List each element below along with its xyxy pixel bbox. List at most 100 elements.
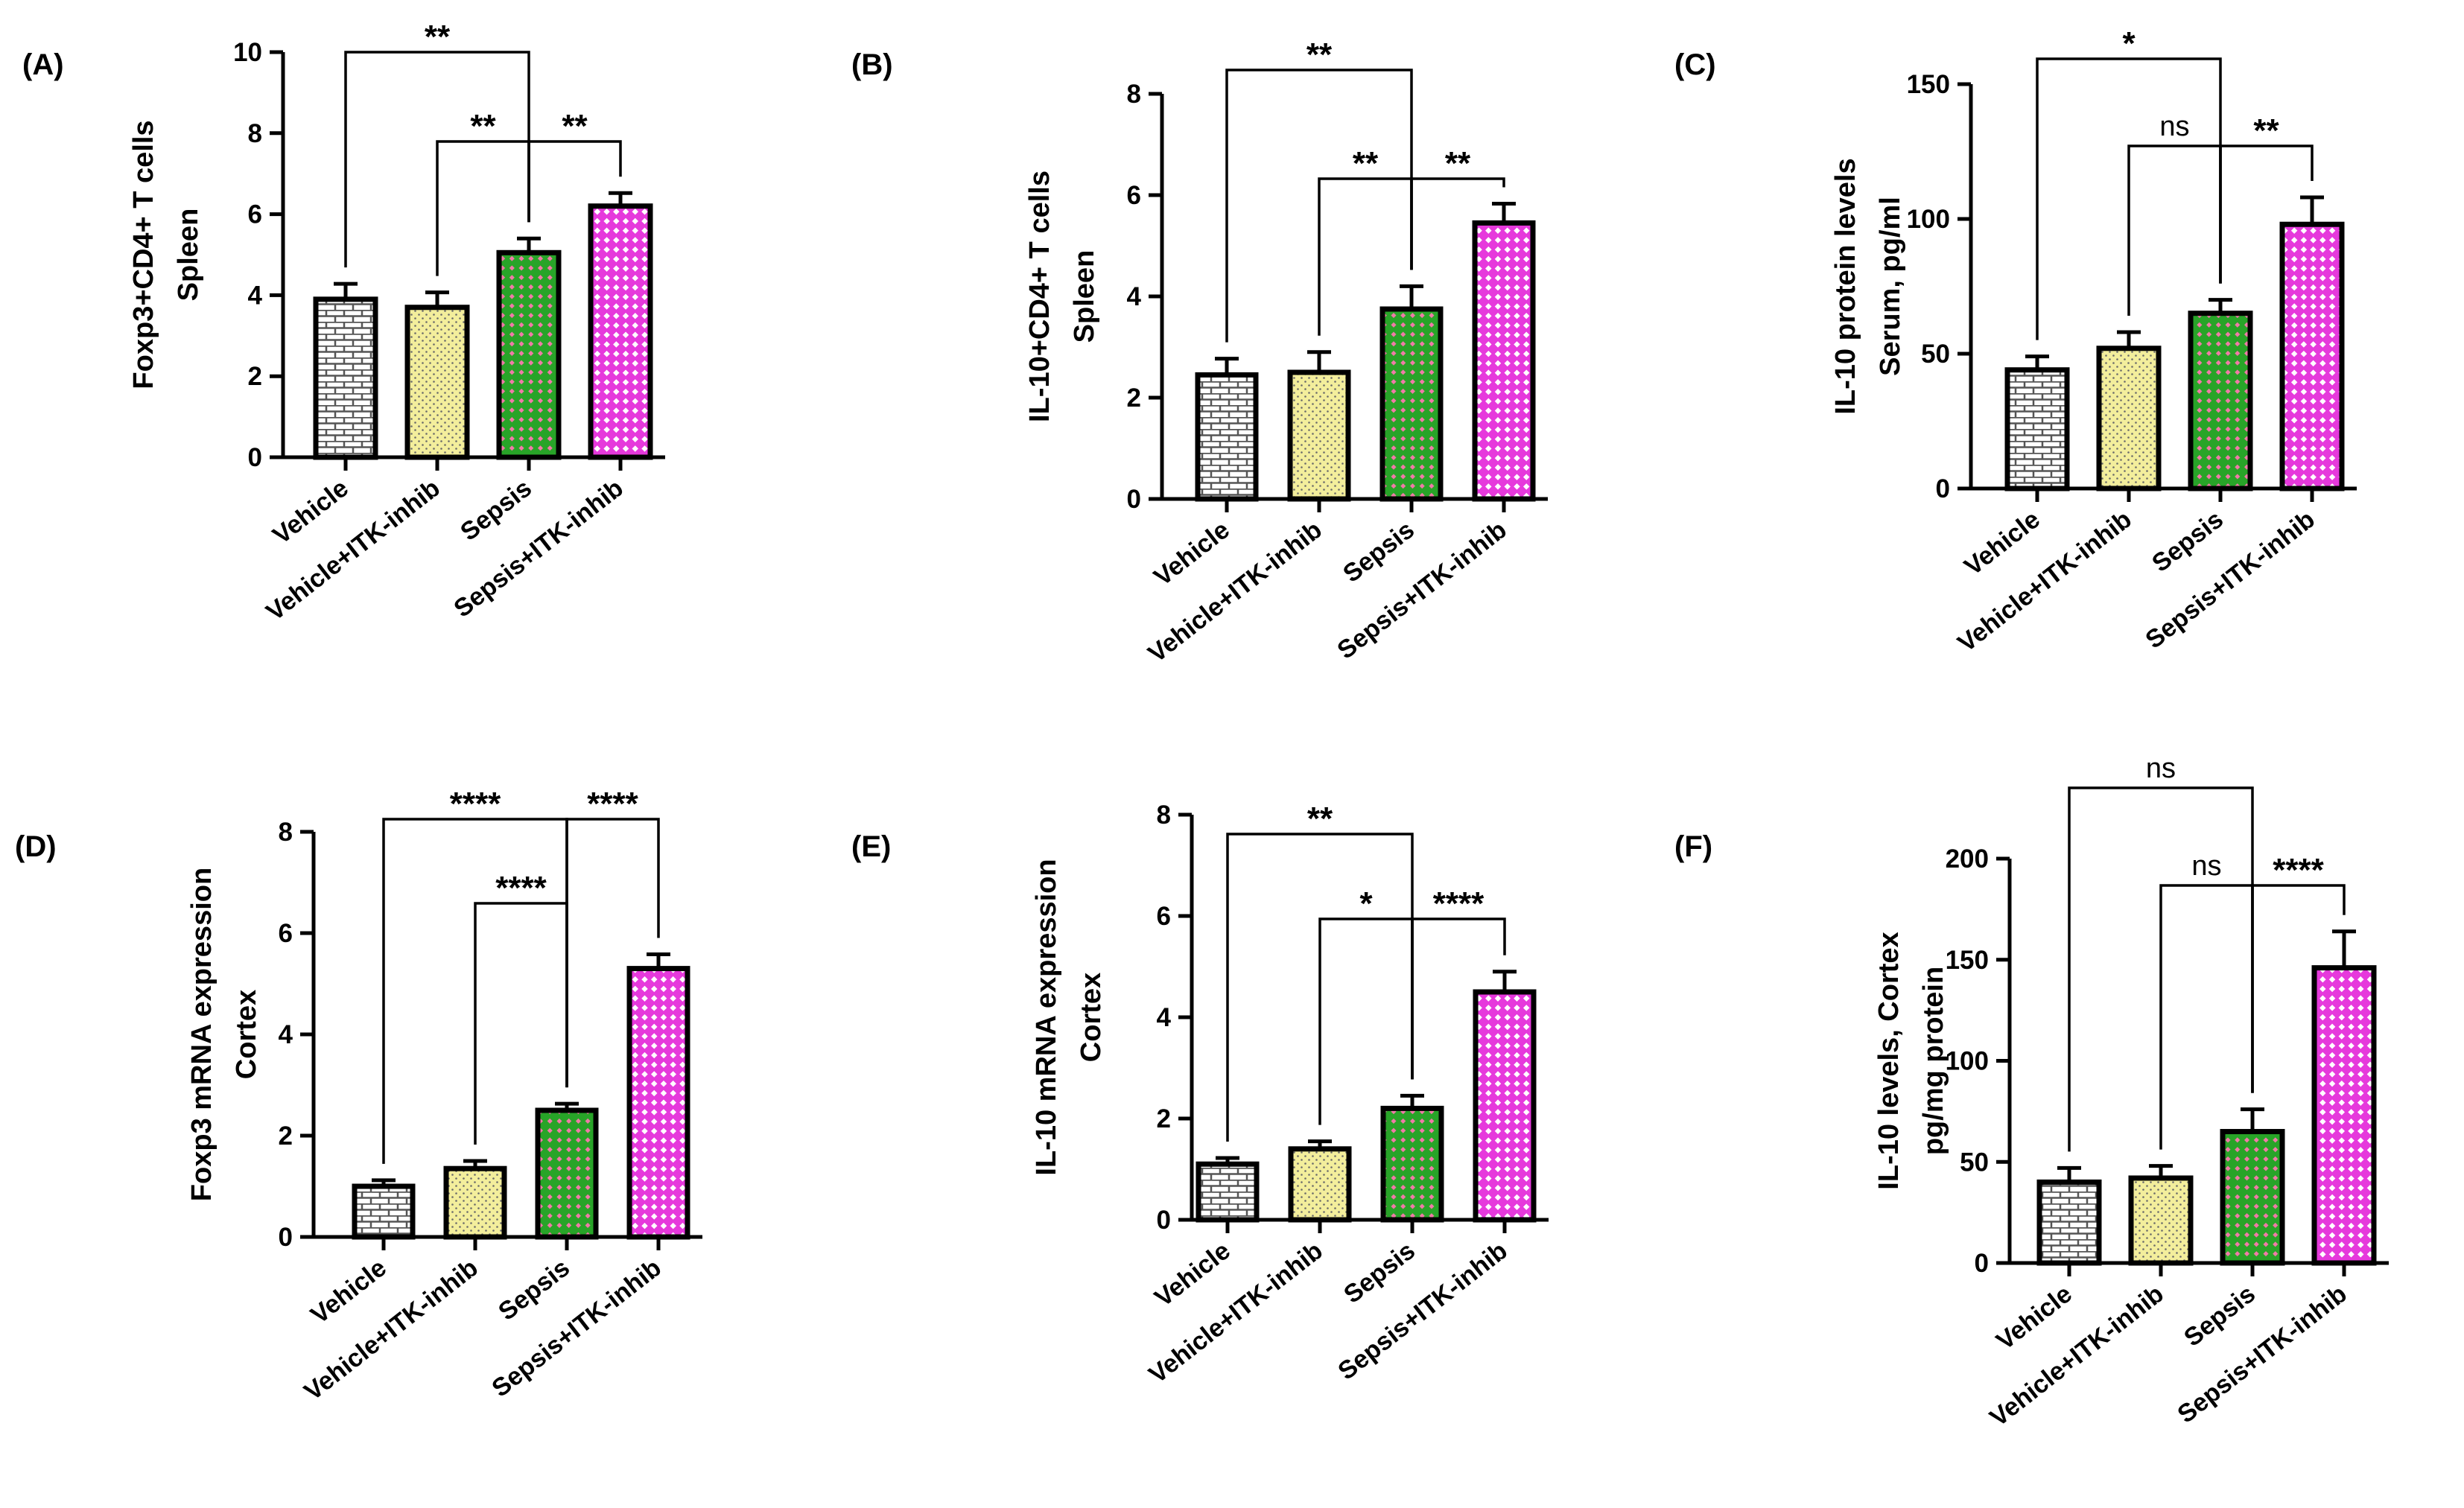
bar-vehicle-itk-inhib [443, 1165, 507, 1240]
y-tick-label: 6 [279, 919, 293, 948]
significance-bracket: ** [344, 19, 530, 268]
y-tick-label: 2 [1157, 1104, 1171, 1133]
y-tick-label: 0 [1157, 1206, 1171, 1235]
y-axis-label: IL-10 protein levels [1830, 158, 1861, 414]
significance-label: **** [495, 870, 547, 906]
significance-label: * [1359, 885, 1373, 922]
y-tick-label: 50 [1921, 340, 1950, 369]
bar-vehicle-itk-inhib [404, 305, 470, 460]
panel-label: (A) [22, 48, 64, 81]
y-tick-label: 100 [1946, 1047, 1989, 1076]
chart-panel-e: (E) 0 2 4 6 8 IL-10 mRNA expression Cortex Vehic… [851, 801, 1549, 1389]
error-bar [1493, 970, 1517, 992]
y-axis-label: Foxp3 mRNA expression [186, 868, 217, 1201]
y-tick-label: 0 [1127, 485, 1141, 514]
x-category-label: Vehicle [1991, 1279, 2077, 1355]
y-tick-label: 50 [1960, 1148, 1989, 1177]
error-bar [1215, 357, 1239, 375]
significance-label: ** [1445, 145, 1471, 182]
error-bar [2149, 1164, 2173, 1178]
error-bar [334, 281, 358, 299]
bar-vehicle [1196, 1161, 1260, 1223]
error-bar [2057, 1165, 2081, 1183]
significance-bracket: ns [2127, 111, 2222, 316]
bar-vehicle [313, 296, 378, 460]
error-bar [1492, 202, 1516, 223]
y-tick-label: 0 [279, 1223, 293, 1252]
x-category-label: Sepsis+ITK-inhib [486, 1253, 666, 1402]
significance-label: ns [2159, 111, 2189, 142]
y-tick-label: 100 [1907, 205, 1950, 234]
bar-vehicle [2036, 1179, 2102, 1266]
chart-panel-f: (F) 0 50 100 150 200 IL-10 levels, Cortex pg/mg… [1674, 753, 2389, 1432]
y-axis-label: Spleen [1069, 250, 1100, 343]
y-tick-label: 2 [248, 362, 262, 391]
x-category-label: Vehicle [1149, 515, 1235, 591]
y-tick-label: 200 [1946, 844, 1989, 874]
y-tick-label: 2 [1127, 384, 1141, 413]
x-category-label: Vehicle [1959, 505, 2045, 581]
significance-label: ns [2146, 753, 2176, 784]
error-bar [517, 236, 541, 253]
significance-bracket: ** [1318, 145, 1413, 336]
significance-bracket: ** [2219, 112, 2314, 284]
bar-sepsis [2188, 311, 2253, 491]
chart-panel-c: (C) 0 50 100 150 IL-10 protein levels Serum, p… [1674, 25, 2357, 658]
bar-sepsis-itk-inhib [626, 966, 690, 1240]
x-category-label: Sepsis+ITK-inhib [448, 474, 628, 623]
chart-panel-d: (D) 0 2 4 6 8 Foxp3 mRNA expression Cortex Vehic… [15, 786, 702, 1406]
significance-label: ** [425, 19, 451, 55]
significance-bracket: **** [474, 870, 568, 1145]
x-category-label: Sepsis+ITK-inhib [1333, 1236, 1512, 1385]
x-category-label: Vehicle+ITK-inhib [261, 474, 445, 626]
y-tick-label: 4 [1127, 282, 1142, 311]
significance-label: ** [470, 108, 496, 144]
chart-panel-a: (A) 0 2 4 6 8 10 Foxp3+CD4+ T cells Spleen Vehicl… [22, 19, 665, 626]
x-category-label: Sepsis+ITK-inhib [2140, 505, 2319, 654]
bar-vehicle [1195, 372, 1259, 502]
significance-label: **** [2273, 852, 2324, 888]
y-tick-label: 6 [1127, 181, 1141, 210]
y-axis-label: Cortex [1076, 973, 1107, 1062]
significance-label: ** [2253, 112, 2279, 149]
bar-vehicle [2004, 367, 2070, 491]
error-bar [2241, 1107, 2264, 1132]
x-category-label: Vehicle+ITK-inhib [1143, 1236, 1327, 1389]
bar-sepsis-itk-inhib [2279, 221, 2345, 491]
x-category-label: Sepsis [455, 474, 537, 546]
bar-sepsis-itk-inhib [1473, 989, 1537, 1223]
error-bar [372, 1178, 396, 1186]
y-tick-label: 8 [248, 119, 262, 148]
y-axis-label: IL-10 levels, Cortex [1873, 932, 1905, 1189]
error-bar [647, 952, 670, 969]
y-axis-label: Foxp3+CD4+ T cells [128, 120, 159, 389]
y-tick-label: 0 [248, 443, 262, 472]
significance-bracket: **** [565, 786, 660, 1088]
significance-bracket: ** [1225, 36, 1413, 343]
significance-label: **** [450, 786, 501, 822]
y-tick-label: 150 [1907, 70, 1950, 99]
y-tick-label: 150 [1946, 946, 1989, 975]
y-axis-label: pg/mg protein [1918, 967, 1949, 1155]
x-category-label: Sepsis [1338, 515, 1420, 588]
significance-bracket: ** [527, 108, 622, 223]
y-tick-label: 4 [279, 1020, 293, 1049]
x-category-label: Vehicle [267, 474, 354, 550]
error-bar [609, 191, 632, 206]
significance-label: ** [1307, 801, 1333, 837]
x-category-label: Sepsis [2179, 1279, 2261, 1352]
panel-label: (F) [1674, 830, 1712, 863]
y-tick-label: 4 [1157, 1003, 1172, 1032]
error-bar [1216, 1156, 1239, 1165]
significance-bracket: ** [1410, 145, 1505, 270]
x-category-label: Vehicle [1149, 1236, 1236, 1312]
y-tick-label: 0 [1975, 1249, 1989, 1278]
error-bar [2209, 298, 2232, 314]
significance-bracket: **** [2251, 852, 2346, 1093]
y-axis-label: Cortex [231, 990, 262, 1079]
bar-sepsis-itk-inhib [2311, 965, 2377, 1266]
bar-sepsis-itk-inhib [588, 203, 653, 460]
y-axis-label: IL-10+CD4+ T cells [1024, 171, 1055, 422]
y-tick-label: 4 [248, 281, 263, 310]
bar-vehicle [352, 1183, 416, 1240]
